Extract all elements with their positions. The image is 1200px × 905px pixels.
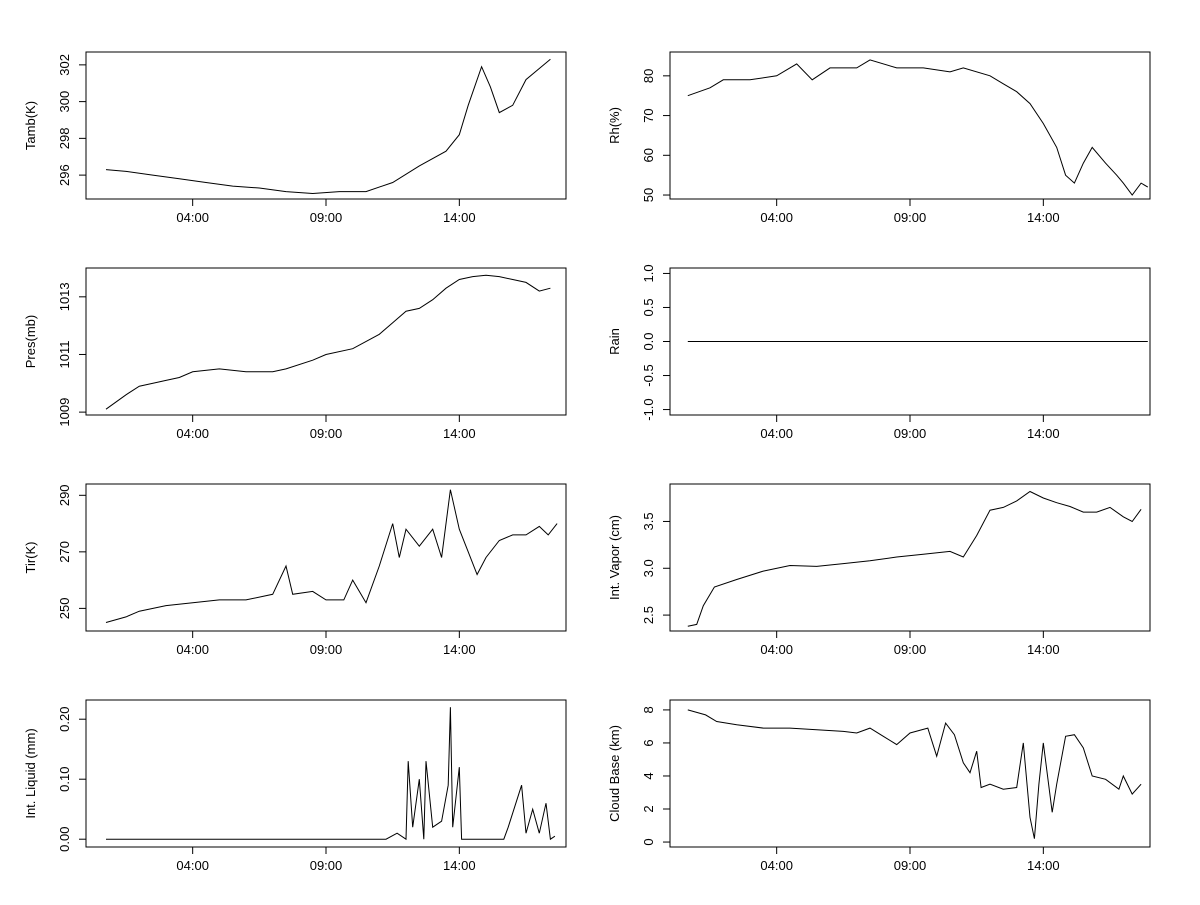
plot-frame	[669, 51, 1151, 200]
x-tick-label: 14:00	[1027, 858, 1060, 873]
series-line	[687, 709, 1142, 839]
y-tick-label: 298	[57, 128, 72, 150]
x-tick-label: 04:00	[760, 426, 793, 441]
panel-1: 04:00 09:00 14:00 296 298 300 302 Tamb(K)	[23, 51, 567, 225]
y-tick-label: 0.00	[57, 827, 72, 852]
x-tick-label: 09:00	[894, 642, 927, 657]
plot-frame	[85, 483, 567, 632]
x-tick-label: 04:00	[176, 858, 209, 873]
x-tick-label: 14:00	[1027, 426, 1060, 441]
x-tick-label: 04:00	[760, 858, 793, 873]
y-axis-label: Int. Liquid (mm)	[23, 728, 38, 818]
y-tick-label: 50	[641, 188, 656, 202]
plot-frame	[85, 267, 567, 416]
y-tick-label: -1.0	[641, 398, 656, 420]
series-line	[105, 489, 558, 623]
series-line	[105, 58, 551, 195]
y-tick-label: 4	[641, 772, 656, 779]
y-axis-label: Rh(%)	[607, 107, 622, 144]
panel-5: 04:00 09:00 14:00 250 270 290 Tir(K)	[23, 483, 567, 657]
x-tick-label: 14:00	[443, 426, 476, 441]
y-axis-label: Int. Vapor (cm)	[607, 515, 622, 600]
x-tick-label: 09:00	[310, 642, 343, 657]
y-tick-label: 250	[57, 598, 72, 620]
plot-frame	[85, 699, 567, 848]
y-tick-label: 0.10	[57, 767, 72, 792]
series-line	[105, 274, 551, 410]
y-tick-label: 1.0	[641, 264, 656, 282]
y-tick-label: 60	[641, 148, 656, 162]
y-tick-label: 270	[57, 541, 72, 563]
x-tick-label: 04:00	[176, 642, 209, 657]
x-tick-label: 09:00	[310, 426, 343, 441]
y-tick-label: 0.5	[641, 298, 656, 316]
y-tick-label: 6	[641, 739, 656, 746]
y-axis-label: Tir(K)	[23, 541, 38, 573]
x-tick-label: 09:00	[894, 858, 927, 873]
x-tick-label: 14:00	[443, 642, 476, 657]
y-tick-label: 2	[641, 805, 656, 812]
panel-3: 04:00 09:00 14:00 1009 1011 1013 Pres(mb)	[23, 267, 567, 441]
y-tick-label: 302	[57, 54, 72, 76]
y-axis-label: Tamb(K)	[23, 101, 38, 150]
y-tick-label: 3.5	[641, 512, 656, 530]
x-tick-label: 14:00	[1027, 642, 1060, 657]
x-tick-label: 09:00	[310, 858, 343, 873]
x-tick-label: 14:00	[443, 210, 476, 225]
y-tick-label: 0	[641, 838, 656, 845]
y-tick-label: 80	[641, 69, 656, 83]
y-tick-label: 3.0	[641, 559, 656, 577]
y-axis-label: Pres(mb)	[23, 315, 38, 368]
y-tick-label: -0.5	[641, 364, 656, 386]
y-tick-label: 2.5	[641, 606, 656, 624]
series-line	[106, 707, 556, 841]
x-tick-label: 04:00	[760, 210, 793, 225]
x-tick-label: 09:00	[310, 210, 343, 225]
panel-4: 04:00 09:00 14:00 -1.0 -0.5 0.0 0.5 1.0 Rain	[607, 264, 1151, 441]
plot-frame	[85, 51, 567, 200]
y-tick-label: 296	[57, 164, 72, 186]
x-tick-label: 04:00	[176, 210, 209, 225]
x-tick-label: 14:00	[443, 858, 476, 873]
plot-frame	[669, 699, 1151, 848]
panel-8: 04:00 09:00 14:00 0 2 4 6 8 Cloud Base (km)	[607, 699, 1151, 873]
y-axis-label: Cloud Base (km)	[607, 725, 622, 822]
y-axis-label: Rain	[607, 328, 622, 355]
y-tick-label: 8	[641, 706, 656, 713]
y-tick-label: 1013	[57, 282, 72, 311]
y-tick-label: 290	[57, 484, 72, 506]
x-tick-label: 09:00	[894, 426, 927, 441]
y-tick-label: 300	[57, 91, 72, 113]
y-tick-label: 1009	[57, 398, 72, 427]
panel-6: 04:00 09:00 14:00 2.5 3.0 3.5 Int. Vapor (cm)	[607, 483, 1151, 657]
x-tick-label: 14:00	[1027, 210, 1060, 225]
y-tick-label: 1011	[57, 340, 72, 368]
x-tick-label: 04:00	[760, 642, 793, 657]
plot-frame	[669, 483, 1151, 632]
series-line	[687, 59, 1149, 196]
panel-7: 04:00 09:00 14:00 0.00 0.10 0.20 Int. Liquid (…	[23, 699, 567, 873]
y-tick-label: 70	[641, 108, 656, 122]
x-tick-label: 09:00	[894, 210, 927, 225]
y-tick-label: 0.0	[641, 332, 656, 350]
x-tick-label: 04:00	[176, 426, 209, 441]
y-tick-label: 0.20	[57, 707, 72, 732]
panel-2: 04:00 09:00 14:00 50 60 70 80 Rh(%)	[607, 51, 1151, 225]
series-line	[687, 490, 1142, 627]
